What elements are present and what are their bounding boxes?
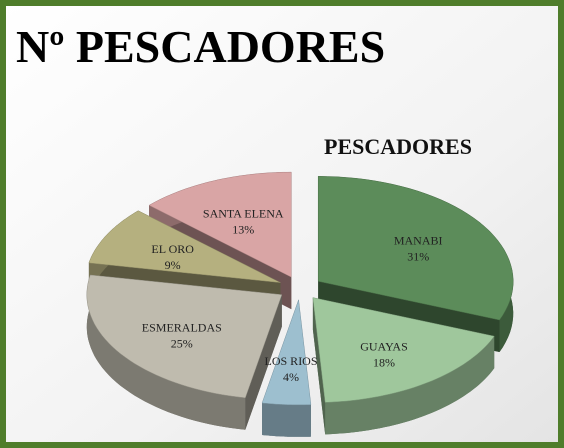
category-label: ESMERALDAS bbox=[142, 320, 222, 334]
slice-top bbox=[148, 171, 292, 278]
slice-wall bbox=[312, 297, 326, 435]
pie: SANTA ELENA 13% MANABI 31% EL ORO 9% ESMERALDA… bbox=[86, 171, 514, 437]
slice-wall bbox=[245, 294, 282, 430]
data-label: MANABI 31% bbox=[394, 234, 443, 264]
data-label: LOS RIOS 4% bbox=[265, 354, 318, 384]
value-label: 25% bbox=[171, 336, 193, 350]
value-label: 13% bbox=[232, 222, 254, 236]
slice-top bbox=[317, 176, 514, 321]
category-label: EL ORO bbox=[151, 242, 194, 256]
slice-side bbox=[86, 275, 246, 430]
value-label: 4% bbox=[283, 370, 299, 384]
slice-side bbox=[325, 336, 495, 435]
data-label: ESMERALDAS 25% bbox=[142, 320, 222, 350]
category-label: GUAYAS bbox=[360, 339, 408, 353]
slice: GUAYAS 18% bbox=[312, 297, 495, 435]
data-label: SANTA ELENA 13% bbox=[203, 206, 284, 236]
slice-top bbox=[261, 299, 312, 406]
slice: ESMERALDAS 25% bbox=[86, 274, 283, 430]
category-label: SANTA ELENA bbox=[203, 206, 284, 220]
value-label: 18% bbox=[373, 355, 395, 369]
slide-title: Nº PESCADORES bbox=[16, 21, 385, 72]
slice: LOS RIOS 4% bbox=[261, 299, 318, 437]
chart-title: PESCADORES bbox=[324, 134, 472, 159]
slice-top bbox=[88, 210, 281, 283]
slice-top bbox=[86, 274, 283, 399]
data-label: EL ORO 9% bbox=[151, 242, 194, 272]
value-label: 31% bbox=[407, 250, 429, 264]
category-label: MANABI bbox=[394, 234, 443, 248]
value-label: 9% bbox=[165, 258, 181, 272]
data-label: GUAYAS 18% bbox=[360, 339, 408, 369]
category-label: LOS RIOS bbox=[265, 354, 318, 368]
slice-top bbox=[312, 297, 495, 403]
slice-side bbox=[262, 403, 311, 437]
